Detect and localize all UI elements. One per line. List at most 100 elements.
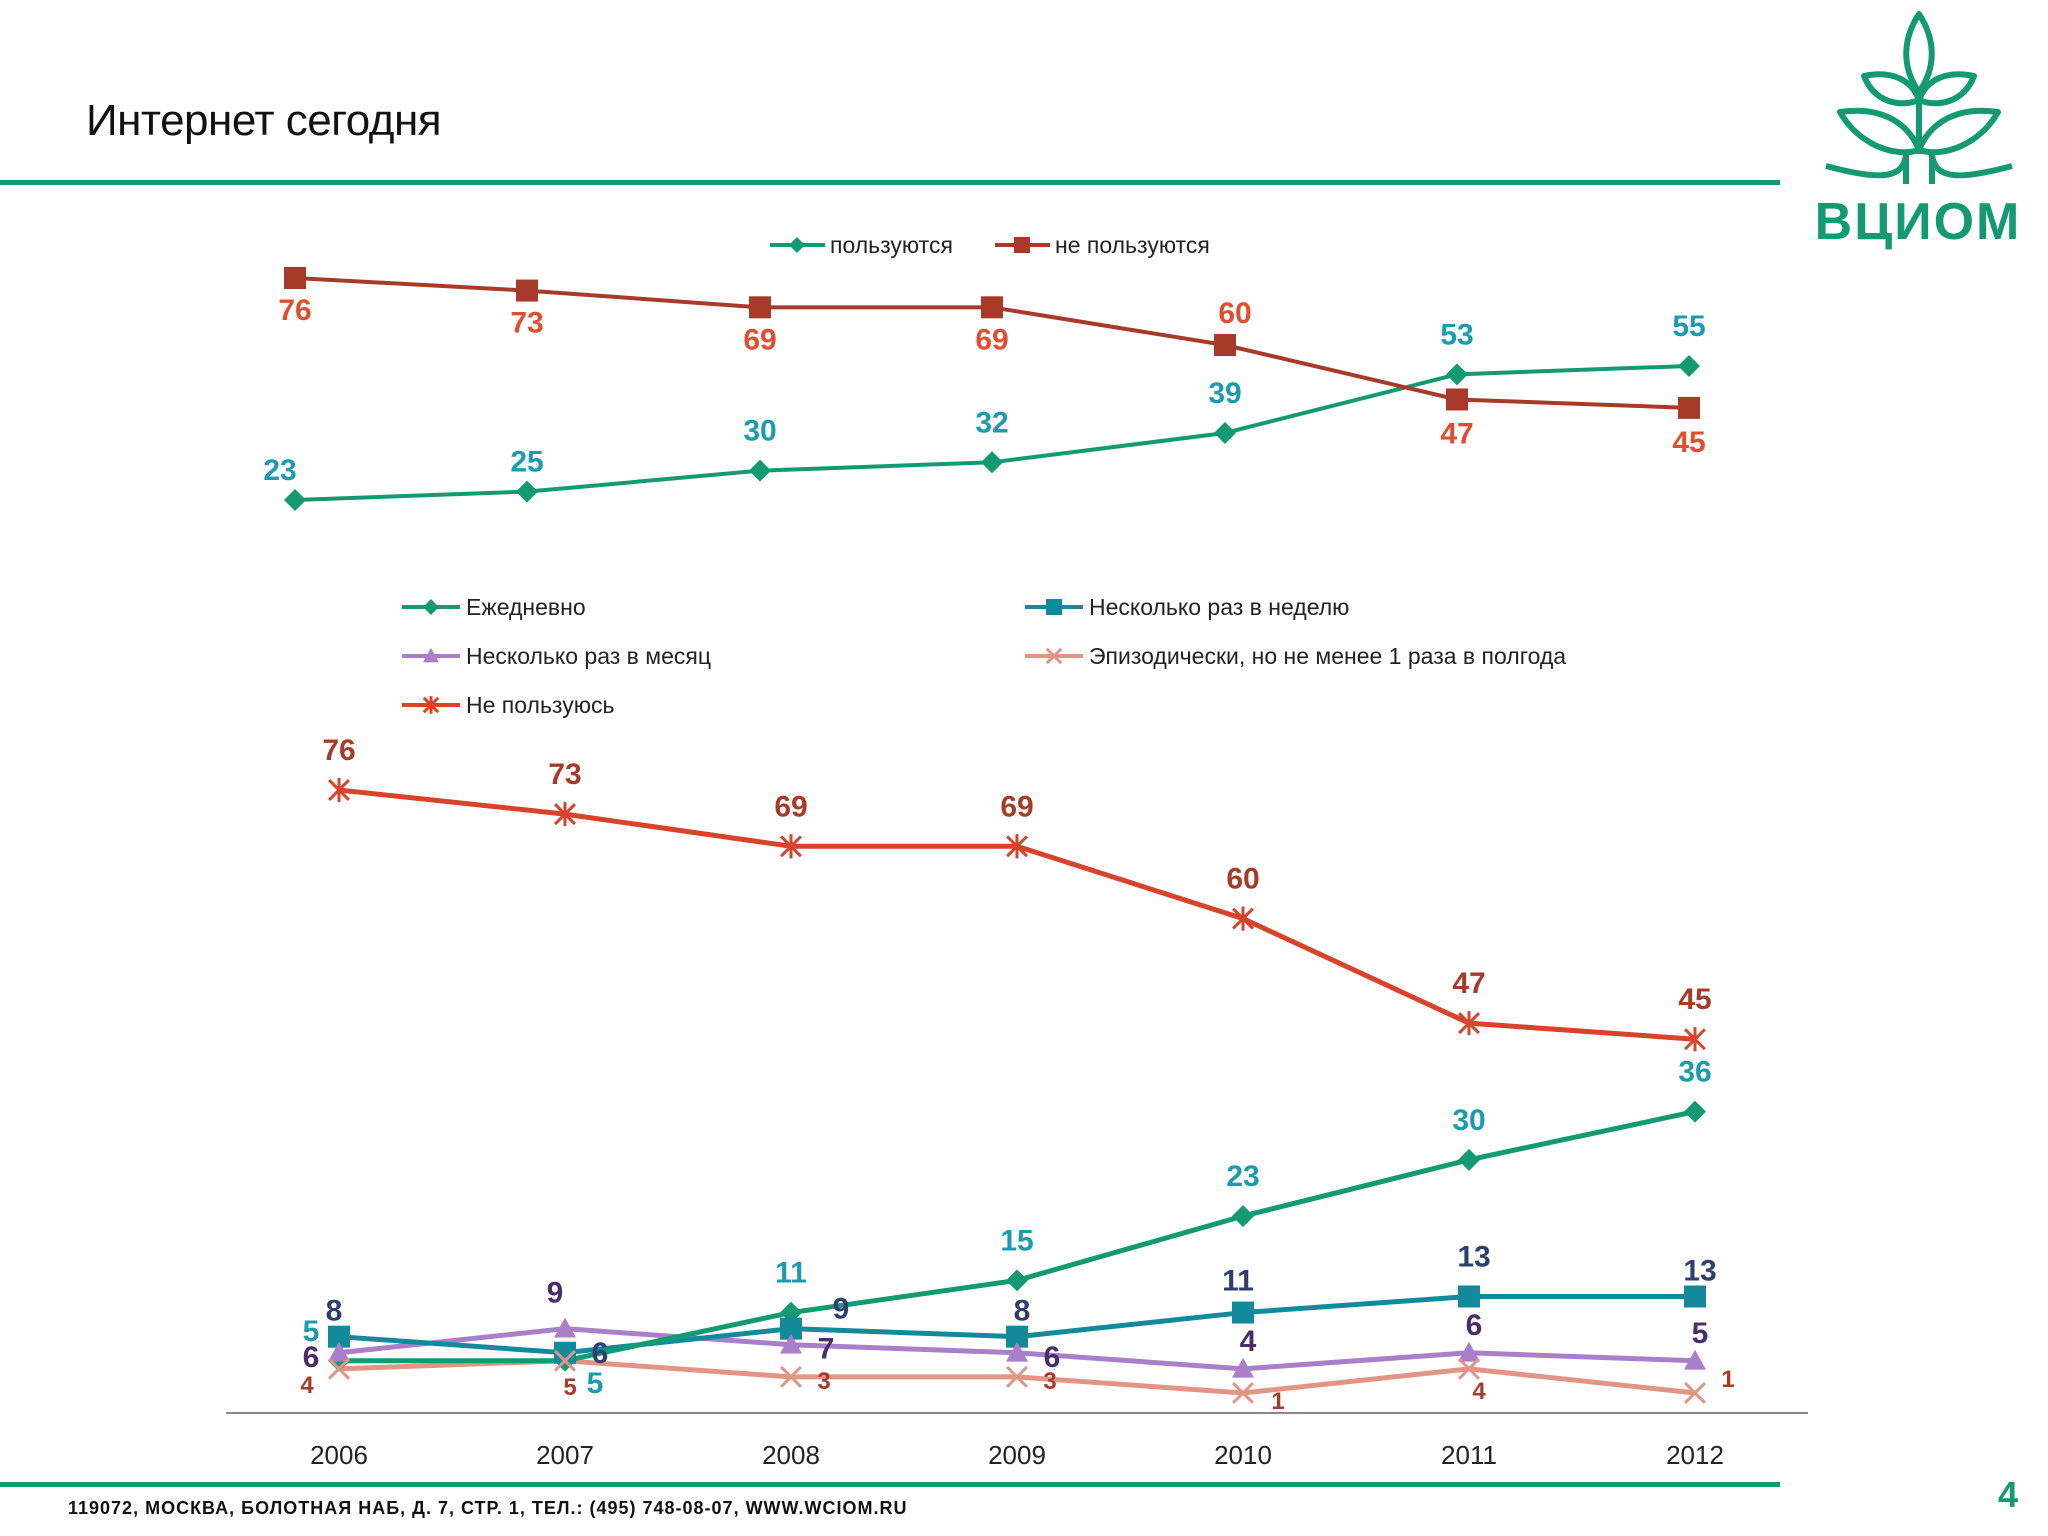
label-несколько-раз-в-неделю-2012: 13 bbox=[1683, 1254, 1716, 1287]
legend-label-не-пользуются: не пользуются bbox=[1055, 232, 1210, 258]
point-не-пользуются-2007 bbox=[516, 279, 538, 302]
label-ежедневно-2006: 5 bbox=[303, 1315, 320, 1348]
label-не-пользуюсь-2009: 69 bbox=[1000, 790, 1033, 823]
x-tick-2008: 2008 bbox=[762, 1440, 820, 1470]
label-несколько-раз-в-месяц-2011: 6 bbox=[1466, 1309, 1483, 1342]
point-несколько-раз-в-неделю-2006 bbox=[328, 1325, 350, 1348]
point-пользуются-2009 bbox=[981, 451, 1003, 474]
label-не-пользуются-2011: 47 bbox=[1440, 417, 1473, 450]
point-несколько-раз-в-месяц-2009 bbox=[1006, 1341, 1028, 1362]
legend-label-ежедневно: Ежедневно bbox=[466, 594, 586, 620]
label-не-пользуются-2010: 60 bbox=[1218, 297, 1251, 330]
label-несколько-раз-в-месяц-2012: 5 bbox=[1692, 1317, 1709, 1350]
label-пользуются-2012: 55 bbox=[1672, 310, 1705, 343]
label-не-пользуются-2008: 69 bbox=[743, 323, 776, 356]
point-пользуются-2006 bbox=[284, 489, 306, 511]
label-несколько-раз-в-месяц-2010: 4 bbox=[1240, 1325, 1257, 1358]
header-divider bbox=[0, 180, 1780, 185]
footer-divider bbox=[0, 1482, 1780, 1487]
point-эпизодически-но-не-менее-1-раза-в-полгода-2011 bbox=[1458, 1357, 1480, 1380]
label-не-пользуются-2007: 73 bbox=[510, 307, 543, 340]
point-не-пользуются-2011 bbox=[1446, 388, 1468, 411]
x-tick-2010: 2010 bbox=[1214, 1440, 1272, 1470]
label-не-пользуются-2006: 76 bbox=[278, 294, 311, 327]
point-пользуются-2008 bbox=[749, 459, 771, 482]
point-пользуются-2011 bbox=[1446, 363, 1468, 386]
label-эпизодически-но-не-менее-1-раза-в-полгода-2010: 1 bbox=[1271, 1388, 1284, 1415]
point-не-пользуюсь-2007 bbox=[554, 802, 576, 827]
point-ежедневно-2009 bbox=[1006, 1269, 1028, 1292]
label-несколько-раз-в-неделю-2006: 8 bbox=[326, 1295, 343, 1328]
point-несколько-раз-в-месяц-2006 bbox=[328, 1341, 350, 1362]
legend-label-пользуются: пользуются bbox=[830, 232, 953, 258]
label-не-пользуюсь-2011: 47 bbox=[1452, 967, 1485, 1000]
point-пользуются-2012 bbox=[1678, 354, 1700, 377]
label-не-пользуюсь-2007: 73 bbox=[548, 758, 581, 791]
logo-text: ВЦИОМ bbox=[1814, 193, 2022, 251]
legend-label-не-пользуюсь: Не пользуюсь bbox=[466, 692, 614, 718]
point-несколько-раз-в-месяц-2008 bbox=[780, 1333, 802, 1354]
point-эпизодически-но-не-менее-1-раза-в-полгода-2009 bbox=[1006, 1365, 1028, 1388]
label-не-пользуюсь-2008: 69 bbox=[774, 790, 807, 823]
point-несколько-раз-в-неделю-2010 bbox=[1232, 1301, 1254, 1324]
label-пользуются-2006: 23 bbox=[263, 454, 296, 487]
point-эпизодически-но-не-менее-1-раза-в-полгода-2006 bbox=[328, 1357, 350, 1380]
x-tick-2009: 2009 bbox=[988, 1440, 1046, 1470]
label-несколько-раз-в-неделю-2010: 11 bbox=[1222, 1265, 1254, 1298]
label-эпизодически-но-не-менее-1-раза-в-полгода-2008: 3 bbox=[817, 1368, 830, 1395]
footer-address: 119072, МОСКВА, БОЛОТНАЯ НАБ, Д. 7, СТР.… bbox=[68, 1498, 908, 1518]
point-несколько-раз-в-неделю-2008 bbox=[780, 1317, 802, 1340]
label-пользуются-2010: 39 bbox=[1208, 377, 1241, 410]
label-эпизодически-но-не-менее-1-раза-в-полгода-2011: 4 bbox=[1472, 1378, 1486, 1405]
label-несколько-раз-в-неделю-2008: 9 bbox=[833, 1293, 850, 1326]
point-несколько-раз-в-неделю-2012 bbox=[1684, 1285, 1706, 1308]
wciom-logo bbox=[1825, 11, 2013, 184]
page-title: Интернет сегодня bbox=[86, 96, 442, 145]
label-не-пользуюсь-2006: 76 bbox=[322, 734, 355, 767]
point-несколько-раз-в-неделю-2007 bbox=[554, 1341, 576, 1364]
label-ежедневно-2007: 5 bbox=[587, 1367, 604, 1400]
x-tick-2011: 2011 bbox=[1441, 1440, 1497, 1470]
label-несколько-раз-в-месяц-2006: 6 bbox=[303, 1341, 320, 1374]
x-tick-2007: 2007 bbox=[536, 1440, 594, 1470]
point-не-пользуюсь-2006 bbox=[328, 777, 350, 803]
point-не-пользуюсь-2009 bbox=[1006, 834, 1028, 859]
point-эпизодически-но-не-менее-1-раза-в-полгода-2010 bbox=[1232, 1381, 1254, 1404]
label-несколько-раз-в-неделю-2007: 6 bbox=[592, 1337, 609, 1370]
label-пользуются-2011: 53 bbox=[1440, 318, 1473, 351]
series-line-не-пользуюсь bbox=[338, 787, 1696, 1042]
legend-label-несколько-раз-в-неделю: Несколько раз в неделю bbox=[1089, 594, 1349, 620]
label-эпизодически-но-не-менее-1-раза-в-полгода-2012: 1 bbox=[1721, 1366, 1734, 1393]
label-пользуются-2007: 25 bbox=[510, 446, 543, 479]
point-эпизодически-но-не-менее-1-раза-в-полгода-2012 bbox=[1684, 1381, 1706, 1404]
label-несколько-раз-в-неделю-2011: 13 bbox=[1457, 1240, 1490, 1273]
label-не-пользуются-2012: 45 bbox=[1672, 426, 1705, 459]
point-не-пользуюсь-2010 bbox=[1232, 906, 1254, 931]
point-несколько-раз-в-месяц-2012 bbox=[1684, 1349, 1706, 1370]
legend-marker-пользуются bbox=[789, 237, 805, 253]
label-несколько-раз-в-неделю-2009: 8 bbox=[1014, 1295, 1031, 1328]
point-ежедневно-2012 bbox=[1684, 1100, 1706, 1123]
label-эпизодически-но-не-менее-1-раза-в-полгода-2006: 4 bbox=[300, 1372, 314, 1399]
legend-marker-несколько-раз-в-неделю bbox=[1046, 599, 1062, 615]
legend-label-эпизодически-но-не-менее-1-раза-в-полгода: Эпизодически, но не менее 1 раза в полго… bbox=[1089, 643, 1566, 669]
page-number: 4 bbox=[1998, 1474, 2019, 1515]
point-несколько-раз-в-месяц-2010 bbox=[1232, 1357, 1254, 1378]
legend-marker-ежедневно bbox=[423, 599, 439, 615]
point-несколько-раз-в-неделю-2011 bbox=[1458, 1285, 1480, 1308]
label-эпизодически-но-не-менее-1-раза-в-полгода-2007: 5 bbox=[563, 1374, 576, 1401]
label-ежедневно-2011: 30 bbox=[1452, 1104, 1485, 1137]
point-не-пользуюсь-2012 bbox=[1684, 1027, 1706, 1052]
legend-marker-несколько-раз-в-месяц bbox=[423, 648, 439, 663]
point-не-пользуются-2006 bbox=[284, 267, 306, 289]
label-пользуются-2009: 32 bbox=[975, 406, 1008, 439]
label-несколько-раз-в-месяц-2007: 9 bbox=[547, 1277, 564, 1310]
legend-marker-не-пользуюсь bbox=[422, 696, 440, 714]
point-не-пользуются-2012 bbox=[1678, 396, 1700, 419]
label-не-пользуюсь-2010: 60 bbox=[1226, 863, 1259, 896]
label-ежедневно-2009: 15 bbox=[1000, 1224, 1033, 1257]
label-несколько-раз-в-месяц-2009: 6 bbox=[1044, 1341, 1061, 1374]
point-не-пользуются-2008 bbox=[749, 296, 771, 319]
label-ежедневно-2012: 36 bbox=[1678, 1056, 1711, 1089]
